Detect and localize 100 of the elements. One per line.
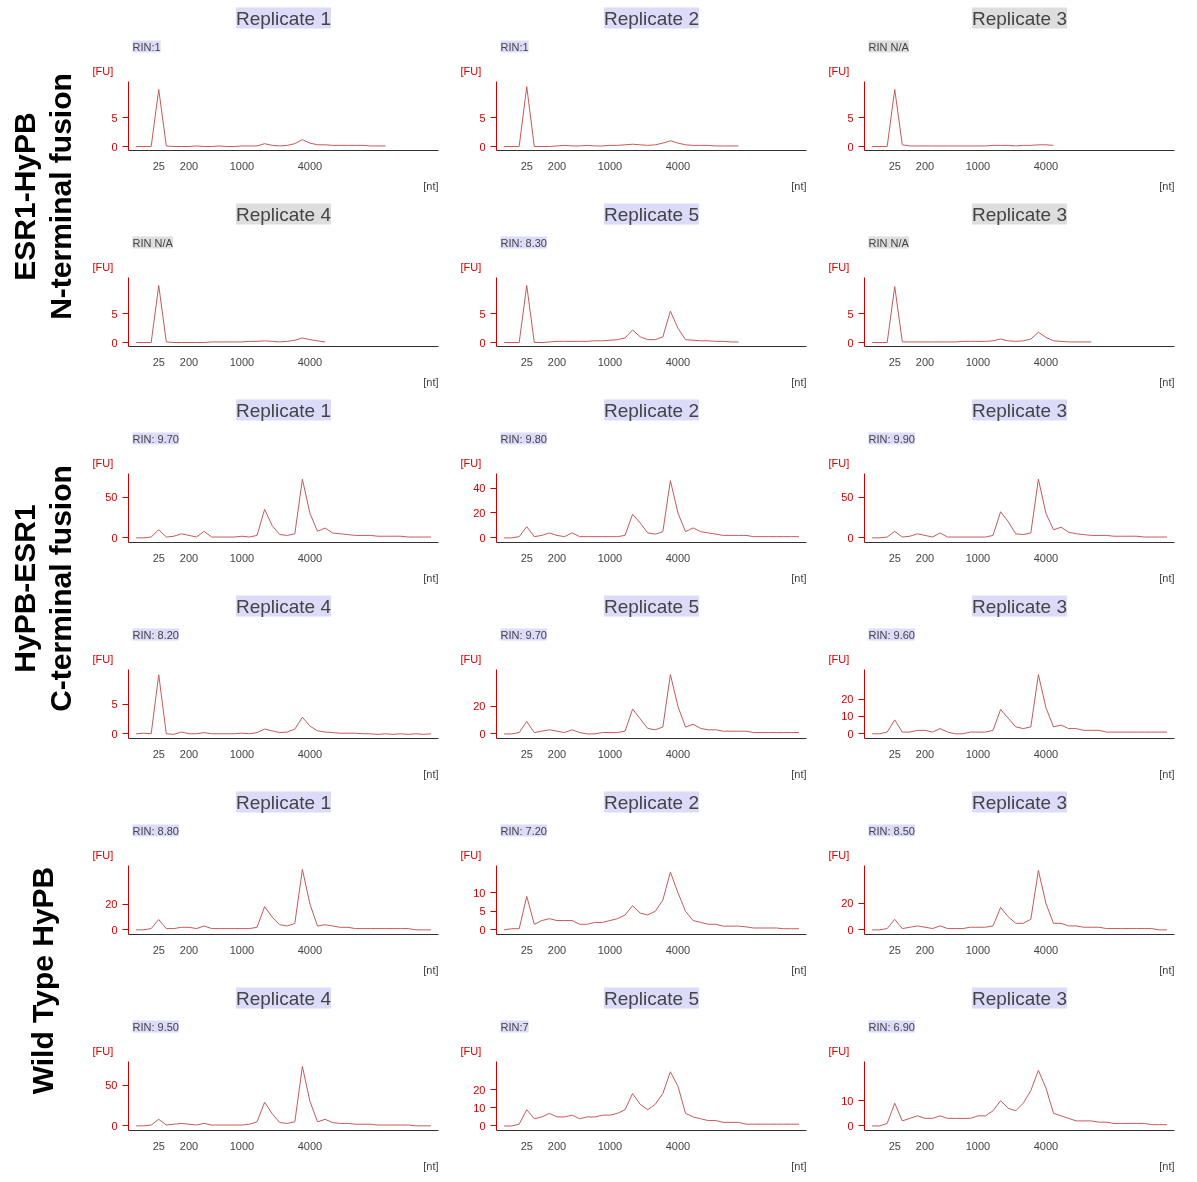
x-tick-label: 4000 bbox=[297, 551, 323, 564]
x-tick-label: 200 bbox=[915, 1139, 935, 1152]
x-tick-label: 25 bbox=[888, 943, 901, 956]
y-axis-title: [FU] bbox=[460, 260, 482, 273]
x-axis-title: [nt] bbox=[791, 1159, 807, 1172]
y-axis-title: [FU] bbox=[828, 848, 850, 861]
x-axis-title: [nt] bbox=[423, 179, 439, 192]
x-axis-title: [nt] bbox=[423, 767, 439, 780]
y-tick-label: 20 bbox=[105, 898, 118, 911]
text: RIN: 9.50 bbox=[132, 1020, 179, 1033]
y-tick-label: 5 bbox=[479, 308, 486, 320]
y-axis-title: [FU] bbox=[92, 652, 114, 665]
x-tick-label: 4000 bbox=[1033, 943, 1059, 956]
x-tick-label: 4000 bbox=[297, 1139, 323, 1152]
x-tick-label: 200 bbox=[915, 747, 935, 760]
text: RIN N/A bbox=[868, 236, 910, 249]
text: RIN N/A bbox=[868, 40, 910, 53]
x-tick-label: 1000 bbox=[597, 943, 623, 956]
y-axis-title: [FU] bbox=[460, 652, 482, 665]
y-tick-label: 20 bbox=[473, 700, 486, 713]
x-tick-label: 1000 bbox=[229, 943, 255, 956]
x-tick-label: 200 bbox=[915, 551, 935, 564]
y-tick-label: 0 bbox=[479, 1119, 486, 1132]
y-tick-label: 10 bbox=[841, 710, 854, 723]
text: RIN: 9.80 bbox=[500, 432, 547, 445]
x-axis-title: [nt] bbox=[423, 1159, 439, 1172]
y-tick-label: 20 bbox=[473, 1083, 486, 1096]
chart-title: Replicate 2 bbox=[603, 7, 700, 29]
y-tick-label: 0 bbox=[479, 336, 486, 349]
y-axis-title: [FU] bbox=[460, 1044, 482, 1057]
x-tick-label: 25 bbox=[152, 747, 165, 760]
x-tick-label: 25 bbox=[152, 551, 165, 564]
x-tick-label: 25 bbox=[520, 1139, 533, 1152]
chart-title: Replicate 1 bbox=[235, 791, 332, 813]
y-tick-label: 5 bbox=[847, 112, 854, 124]
x-tick-label: 25 bbox=[152, 159, 165, 172]
text: RIN: 8.80 bbox=[132, 824, 179, 837]
chart-title: Replicate 3 bbox=[971, 203, 1068, 225]
chart-title: Replicate 4 bbox=[235, 595, 332, 617]
x-tick-label: 200 bbox=[179, 355, 199, 368]
text: RIN: 9.90 bbox=[868, 432, 915, 445]
y-axis-title: [FU] bbox=[92, 260, 114, 273]
x-tick-label: 1000 bbox=[965, 159, 991, 172]
x-tick-label: 4000 bbox=[297, 159, 323, 172]
y-axis-title: [FU] bbox=[460, 456, 482, 469]
x-tick-label: 4000 bbox=[665, 747, 691, 760]
x-tick-label: 4000 bbox=[297, 747, 323, 760]
x-tick-label: 4000 bbox=[1033, 551, 1059, 564]
x-tick-label: 1000 bbox=[229, 355, 255, 368]
text: RIN: 9.70 bbox=[500, 628, 547, 641]
y-axis-title: [FU] bbox=[828, 64, 850, 77]
x-tick-label: 4000 bbox=[297, 355, 323, 368]
y-axis-title: [FU] bbox=[828, 1044, 850, 1057]
x-tick-label: 1000 bbox=[597, 355, 623, 368]
chart-title: Replicate 3 bbox=[971, 7, 1068, 29]
y-tick-label: 0 bbox=[479, 727, 486, 740]
y-axis-title: [FU] bbox=[460, 64, 482, 77]
x-axis-title: [nt] bbox=[791, 571, 807, 584]
x-tick-label: 200 bbox=[547, 159, 567, 172]
x-tick-label: 4000 bbox=[665, 159, 691, 172]
x-tick-label: 1000 bbox=[965, 355, 991, 368]
y-tick-label: 40 bbox=[473, 482, 486, 495]
x-tick-label: 200 bbox=[915, 159, 935, 172]
y-tick-label: 0 bbox=[479, 531, 486, 544]
x-tick-label: 1000 bbox=[965, 551, 991, 564]
x-tick-label: 200 bbox=[547, 747, 567, 760]
x-tick-label: 1000 bbox=[229, 1139, 255, 1152]
x-tick-label: 200 bbox=[179, 159, 199, 172]
x-tick-label: 1000 bbox=[597, 747, 623, 760]
x-tick-label: 4000 bbox=[665, 355, 691, 368]
text: RIN: 7.20 bbox=[500, 824, 547, 837]
y-tick-label: 5 bbox=[847, 308, 854, 320]
x-tick-label: 25 bbox=[152, 355, 165, 368]
y-tick-label: 0 bbox=[479, 140, 486, 153]
y-axis-title: [FU] bbox=[92, 848, 114, 861]
y-axis-title: [FU] bbox=[828, 652, 850, 665]
x-tick-label: 25 bbox=[888, 1139, 901, 1152]
y-tick-label: 5 bbox=[479, 905, 486, 918]
x-tick-label: 25 bbox=[888, 159, 901, 172]
y-tick-label: 10 bbox=[473, 886, 486, 899]
y-tick-label: 50 bbox=[105, 491, 118, 504]
y-axis-title: [FU] bbox=[92, 456, 114, 469]
chart-title: Replicate 5 bbox=[603, 203, 700, 225]
x-tick-label: 200 bbox=[179, 551, 199, 564]
x-tick-label: 25 bbox=[520, 747, 533, 760]
x-tick-label: 25 bbox=[520, 943, 533, 956]
y-axis-title: [FU] bbox=[828, 456, 850, 469]
y-tick-label: 5 bbox=[111, 112, 118, 124]
x-tick-label: 200 bbox=[179, 943, 199, 956]
x-tick-label: 4000 bbox=[665, 1139, 691, 1152]
chart-title: Replicate 2 bbox=[603, 399, 700, 421]
x-axis-title: [nt] bbox=[791, 963, 807, 976]
y-tick-label: 10 bbox=[841, 1094, 854, 1107]
x-tick-label: 200 bbox=[179, 747, 199, 760]
x-tick-label: 4000 bbox=[665, 551, 691, 564]
chart-title: Replicate 3 bbox=[971, 595, 1068, 617]
y-tick-label: 0 bbox=[111, 531, 118, 544]
x-tick-label: 4000 bbox=[1033, 355, 1059, 368]
x-axis-title: [nt] bbox=[791, 179, 807, 192]
y-tick-label: 0 bbox=[847, 336, 854, 349]
